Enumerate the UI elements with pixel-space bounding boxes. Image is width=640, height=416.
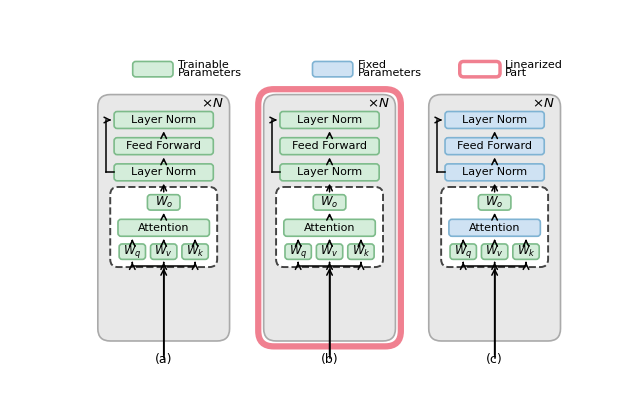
FancyBboxPatch shape xyxy=(313,195,346,210)
Text: $\times \mathit{N}$: $\times \mathit{N}$ xyxy=(201,97,223,110)
Text: Layer Norm: Layer Norm xyxy=(131,115,196,125)
FancyBboxPatch shape xyxy=(280,111,379,129)
FancyBboxPatch shape xyxy=(118,219,209,236)
Text: Attention: Attention xyxy=(469,223,520,233)
FancyBboxPatch shape xyxy=(312,62,353,77)
FancyBboxPatch shape xyxy=(147,195,180,210)
Text: $W_k$: $W_k$ xyxy=(186,244,204,259)
Text: $W_q$: $W_q$ xyxy=(454,243,472,260)
FancyBboxPatch shape xyxy=(449,219,540,236)
Text: $W_o$: $W_o$ xyxy=(486,195,504,210)
Text: Attention: Attention xyxy=(304,223,355,233)
Text: Layer Norm: Layer Norm xyxy=(131,167,196,177)
FancyBboxPatch shape xyxy=(445,138,544,155)
Text: Fixed: Fixed xyxy=(358,60,387,70)
Text: Parameters: Parameters xyxy=(178,68,242,78)
FancyBboxPatch shape xyxy=(98,94,230,341)
Text: Feed Forward: Feed Forward xyxy=(457,141,532,151)
FancyBboxPatch shape xyxy=(132,62,173,77)
Text: $W_v$: $W_v$ xyxy=(154,244,173,259)
FancyBboxPatch shape xyxy=(316,244,343,259)
FancyBboxPatch shape xyxy=(264,94,396,341)
Text: $W_o$: $W_o$ xyxy=(154,195,173,210)
FancyBboxPatch shape xyxy=(513,244,539,259)
Text: Layer Norm: Layer Norm xyxy=(462,167,527,177)
FancyBboxPatch shape xyxy=(284,219,375,236)
FancyBboxPatch shape xyxy=(460,62,500,77)
FancyBboxPatch shape xyxy=(276,187,383,267)
Text: $\times \mathit{N}$: $\times \mathit{N}$ xyxy=(532,97,554,110)
Text: Layer Norm: Layer Norm xyxy=(297,167,362,177)
Text: $W_k$: $W_k$ xyxy=(516,244,535,259)
Text: Layer Norm: Layer Norm xyxy=(297,115,362,125)
Text: Trainable: Trainable xyxy=(178,60,228,70)
Text: $\times \mathit{N}$: $\times \mathit{N}$ xyxy=(367,97,389,110)
Text: (b): (b) xyxy=(321,352,339,366)
FancyBboxPatch shape xyxy=(150,244,177,259)
Text: Linearized: Linearized xyxy=(505,60,563,70)
FancyBboxPatch shape xyxy=(259,89,401,347)
FancyBboxPatch shape xyxy=(280,164,379,181)
FancyBboxPatch shape xyxy=(481,244,508,259)
FancyBboxPatch shape xyxy=(114,138,213,155)
Text: $W_q$: $W_q$ xyxy=(289,243,307,260)
Text: Attention: Attention xyxy=(138,223,189,233)
FancyBboxPatch shape xyxy=(114,111,213,129)
FancyBboxPatch shape xyxy=(445,111,544,129)
FancyBboxPatch shape xyxy=(119,244,145,259)
Text: Feed Forward: Feed Forward xyxy=(126,141,201,151)
FancyBboxPatch shape xyxy=(478,195,511,210)
FancyBboxPatch shape xyxy=(441,187,548,267)
Text: Feed Forward: Feed Forward xyxy=(292,141,367,151)
Text: Part: Part xyxy=(505,68,527,78)
FancyBboxPatch shape xyxy=(429,94,561,341)
FancyBboxPatch shape xyxy=(114,164,213,181)
Text: $W_q$: $W_q$ xyxy=(123,243,141,260)
Text: Layer Norm: Layer Norm xyxy=(462,115,527,125)
Text: $W_o$: $W_o$ xyxy=(321,195,339,210)
Text: Parameters: Parameters xyxy=(358,68,422,78)
FancyBboxPatch shape xyxy=(450,244,476,259)
FancyBboxPatch shape xyxy=(348,244,374,259)
FancyBboxPatch shape xyxy=(182,244,208,259)
Text: $W_k$: $W_k$ xyxy=(351,244,371,259)
Text: $W_v$: $W_v$ xyxy=(320,244,339,259)
Text: (a): (a) xyxy=(155,352,172,366)
FancyBboxPatch shape xyxy=(280,138,379,155)
FancyBboxPatch shape xyxy=(110,187,217,267)
Text: $W_v$: $W_v$ xyxy=(485,244,504,259)
FancyBboxPatch shape xyxy=(445,164,544,181)
Text: (c): (c) xyxy=(486,352,503,366)
FancyBboxPatch shape xyxy=(285,244,311,259)
